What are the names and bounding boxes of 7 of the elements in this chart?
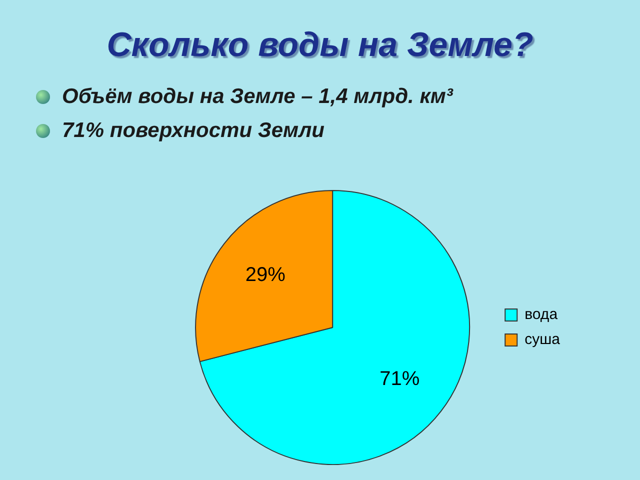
legend-label: вода: [524, 306, 558, 324]
data-label: 29%: [245, 264, 286, 286]
chart-title: Сколько воды на Земле?: [106, 25, 534, 65]
legend-label: суша: [524, 331, 561, 348]
text: Объём воды на Земле – 1,4 млрд. км³: [62, 84, 453, 110]
text: 71% поверхности Земли: [62, 118, 324, 144]
data-label: 71%: [380, 368, 420, 390]
